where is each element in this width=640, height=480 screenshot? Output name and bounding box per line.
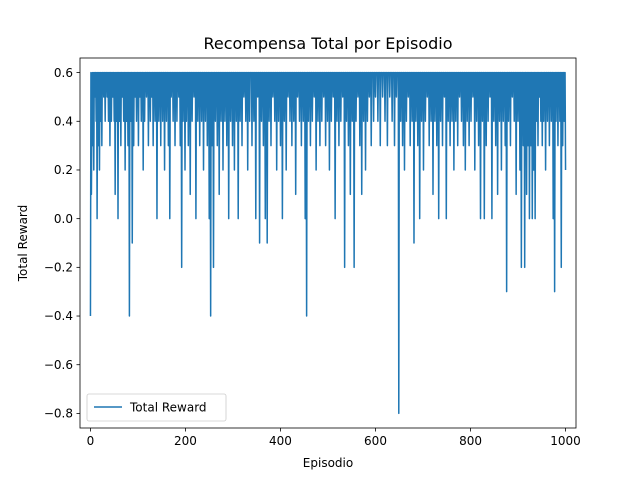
y-axis-label: Total Reward — [16, 205, 30, 283]
series-line-total-reward — [89, 71, 567, 415]
y-tick-label: 0.2 — [54, 163, 73, 177]
x-tick-label: 400 — [269, 434, 292, 448]
x-tick-label: 800 — [459, 434, 482, 448]
y-tick-label: −0.4 — [44, 309, 73, 323]
y-tick-label: 0.4 — [54, 114, 73, 128]
legend-box — [86, 393, 227, 422]
y-tick-label: 0.6 — [54, 66, 73, 80]
x-axis-label: Episodio — [303, 456, 353, 470]
y-tick-label: −0.6 — [44, 358, 73, 372]
ticks: 0 200 400 600 800 1000 −0.8 −0.6 −0.4 −0.2 0.0 0.2 0… — [44, 66, 581, 448]
x-tick-label: 600 — [364, 434, 387, 448]
y-tick-label: 0.0 — [54, 212, 73, 226]
x-tick-label: 0 — [87, 434, 95, 448]
legend-entry-total-reward: Total Reward — [129, 401, 207, 415]
x-tick-label: 200 — [174, 434, 197, 448]
y-tick-label: −0.8 — [44, 407, 73, 421]
y-tick-label: −0.2 — [44, 261, 73, 275]
axes-frame — [79, 57, 577, 429]
legend: Total Reward — [86, 393, 227, 422]
chart-title: Recompensa Total por Episodio — [203, 34, 452, 53]
x-tick-label: 1000 — [550, 434, 581, 448]
